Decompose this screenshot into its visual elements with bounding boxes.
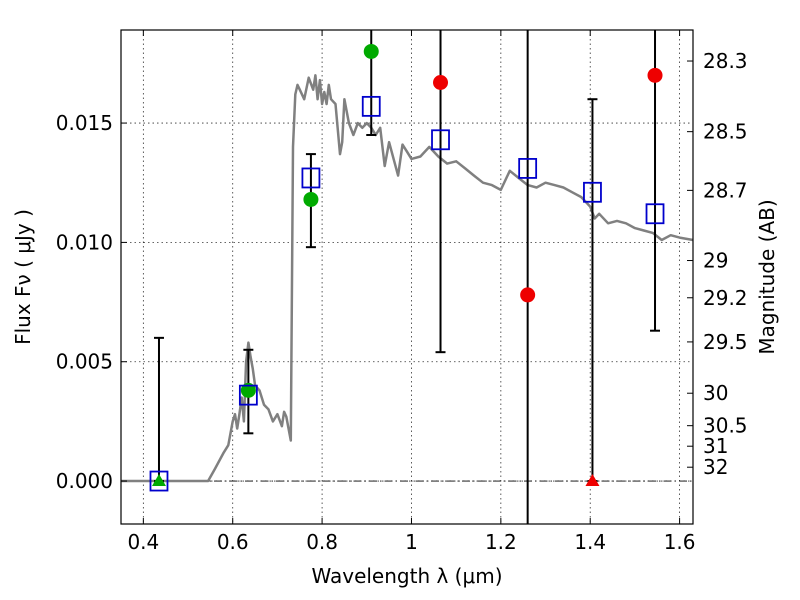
right-tick-label: 29.5 bbox=[703, 330, 748, 354]
upper-limit-triangle bbox=[585, 474, 600, 487]
y-tick-label: 0.015 bbox=[56, 111, 113, 135]
y-tick-label: 0.005 bbox=[56, 350, 113, 374]
right-tick-label: 28.5 bbox=[703, 120, 748, 144]
model-box bbox=[361, 95, 381, 117]
right-axis-label: Magnitude (AB) bbox=[755, 199, 779, 354]
observed-point bbox=[303, 191, 319, 207]
x-tick-label: 0.6 bbox=[217, 530, 249, 554]
upper-limit-point bbox=[433, 75, 449, 91]
y-tick-label: 0.000 bbox=[56, 469, 113, 493]
x-tick-label: 1.6 bbox=[664, 530, 696, 554]
model-box bbox=[301, 167, 321, 189]
observed-point bbox=[363, 43, 379, 59]
observed-point bbox=[240, 382, 256, 398]
model-box bbox=[431, 129, 450, 151]
right-tick-label: 32 bbox=[703, 455, 728, 479]
right-tick-label: 29.2 bbox=[703, 286, 748, 310]
right-tick-label: 29 bbox=[703, 249, 728, 273]
plot-frame bbox=[120, 29, 694, 525]
model-box bbox=[238, 384, 258, 406]
grid bbox=[121, 30, 693, 524]
upper-limit-point bbox=[520, 287, 536, 303]
plot-area bbox=[121, 30, 694, 524]
y-axis-label: Flux Fν ( μJy ) bbox=[11, 209, 35, 345]
y-tick-label: 0.010 bbox=[56, 230, 113, 254]
x-tick-label: 1.2 bbox=[485, 530, 517, 554]
upper-limit-point bbox=[647, 67, 663, 83]
x-tick-label: 1.4 bbox=[574, 530, 606, 554]
right-tick-label: 30.5 bbox=[703, 414, 748, 438]
model-box bbox=[149, 470, 169, 492]
tick-labels: 0.4 0.6 0.8 1 1.2 1.4 1.6 0.000 0.005 0.010 0.015 2… bbox=[56, 49, 748, 554]
model-spectrum-line bbox=[121, 74, 694, 483]
x-tick-label: 0.8 bbox=[306, 530, 338, 554]
model-box bbox=[645, 203, 665, 225]
x-axis-label: Wavelength λ (μm) bbox=[311, 564, 502, 588]
model-box bbox=[583, 181, 602, 203]
right-tick-label: 28.7 bbox=[703, 178, 748, 202]
x-tick-label: 0.4 bbox=[127, 530, 159, 554]
right-tick-label: 30 bbox=[703, 381, 728, 405]
x-tick-label: 1 bbox=[405, 530, 418, 554]
axis-ticks bbox=[121, 30, 693, 524]
right-tick-label: 31 bbox=[703, 434, 728, 458]
observed-triangle bbox=[151, 474, 166, 487]
model-box bbox=[518, 158, 538, 179]
right-tick-label: 28.3 bbox=[703, 49, 748, 73]
